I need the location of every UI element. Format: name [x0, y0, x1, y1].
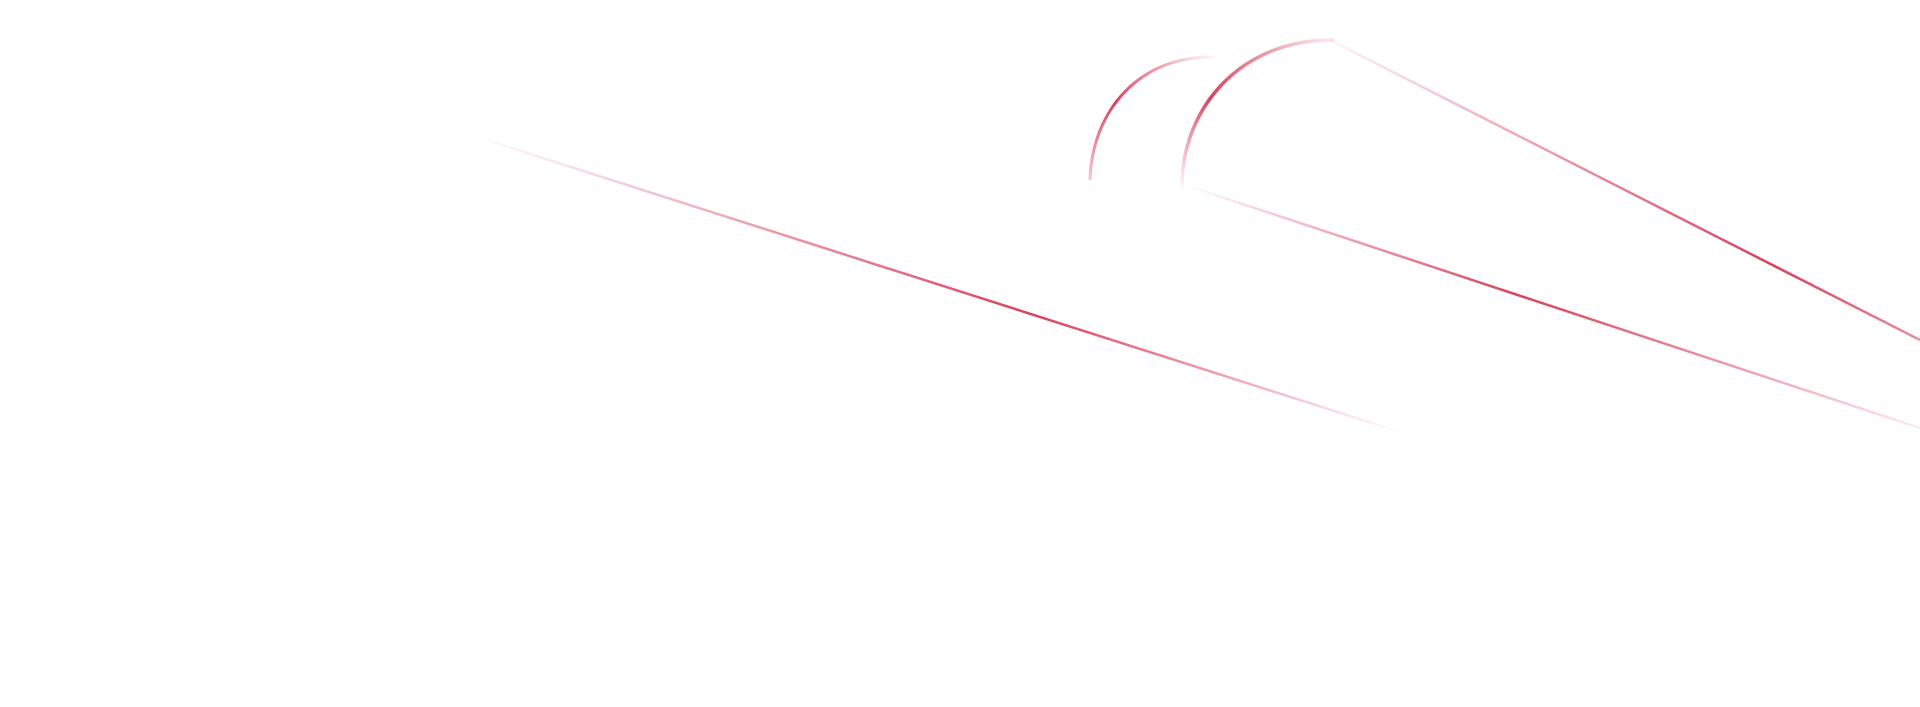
diagonal-line-upper — [1329, 38, 1920, 342]
diagonal-line-lower — [1184, 183, 1920, 430]
diagonal-line-long — [479, 136, 1401, 434]
arc-small — [1088, 55, 1216, 181]
arc-large — [1180, 38, 1336, 191]
